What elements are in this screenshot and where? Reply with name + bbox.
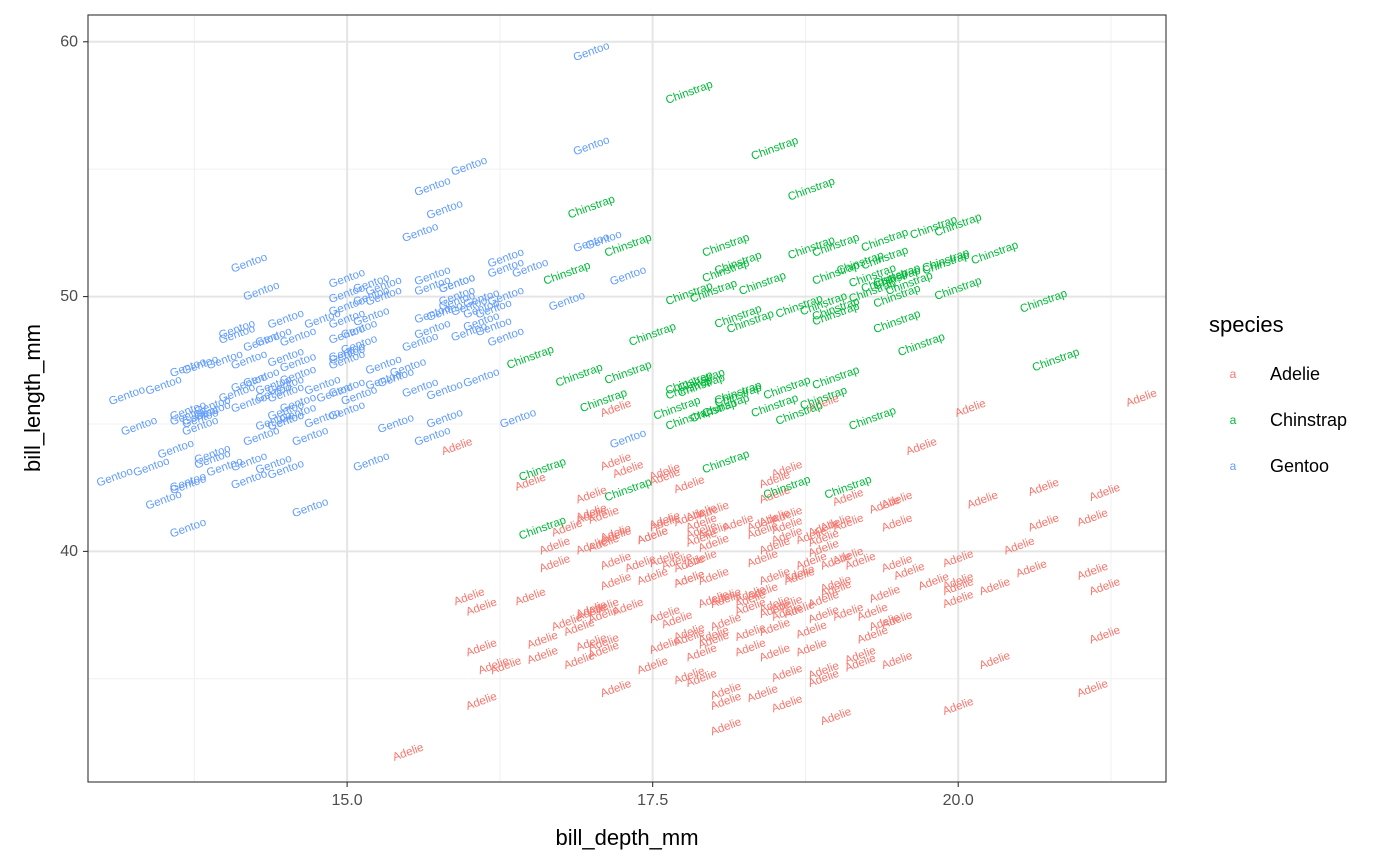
legend-key-adelie: a	[1230, 367, 1237, 381]
y-tick-label: 50	[60, 288, 78, 305]
axes: 15.0 17.5 20.0 40 50 60	[60, 33, 974, 809]
x-tick-label: 17.5	[637, 792, 668, 809]
legend-label-adelie: Adelie	[1270, 364, 1320, 384]
plot-background	[88, 15, 1166, 782]
y-tick-label: 40	[60, 543, 78, 560]
grid-lines	[88, 15, 1166, 782]
legend-title: species	[1209, 312, 1284, 337]
legend-label-gentoo: Gentoo	[1270, 456, 1329, 476]
legend-key-chinstrap: a	[1230, 413, 1237, 427]
x-tick-label: 20.0	[943, 792, 974, 809]
plot-panel-border	[87, 14, 1167, 783]
x-tick-label: 15.0	[332, 792, 363, 809]
legend-label-chinstrap: Chinstrap	[1270, 410, 1347, 430]
legend: species a Adelie a Chinstrap a Gentoo	[1209, 312, 1347, 476]
y-tick-label: 60	[60, 33, 78, 50]
legend-key-gentoo: a	[1230, 459, 1237, 473]
y-axis-title: bill_length_mm	[20, 324, 45, 472]
x-axis-title: bill_depth_mm	[555, 825, 698, 850]
